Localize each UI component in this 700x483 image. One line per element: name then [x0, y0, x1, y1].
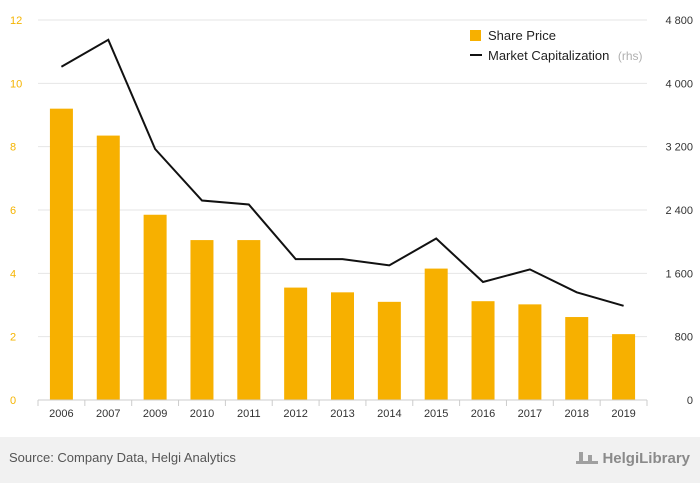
share-price-bar	[190, 240, 214, 400]
share-price-bar	[424, 268, 448, 400]
x-tick-label: 2019	[611, 408, 635, 420]
legend-label-share-price: Share Price	[488, 28, 556, 43]
axes: 0 0 2 800 4 1 600 6 2 400 8 3 200 10 4 000 12 4 800 20…	[10, 15, 693, 420]
y-right-tick-label: 2 400	[665, 205, 693, 217]
y-right-tick-label: 0	[687, 395, 693, 407]
y-left-tick-label: 4	[10, 268, 16, 280]
share-price-bar	[565, 317, 589, 400]
x-tick-label: 2010	[190, 408, 214, 420]
share-price-bar	[331, 292, 354, 400]
chart: 0 0 2 800 4 1 600 6 2 400 8 3 200 10 4 000 12 4 800 20…	[10, 15, 693, 420]
x-tick-label: 2015	[424, 408, 448, 420]
x-tick-label: 2007	[96, 408, 120, 420]
y-left-tick-label: 0	[10, 395, 16, 407]
legend-swatch-share-price	[470, 30, 481, 41]
x-tick-label: 2016	[471, 408, 495, 420]
y-right-tick-label: 4 000	[665, 78, 693, 90]
y-right-tick-label: 800	[675, 332, 693, 344]
x-tick-label: 2017	[518, 408, 542, 420]
y-right-tick-label: 3 200	[665, 142, 693, 154]
x-tick-label: 2009	[143, 408, 167, 420]
y-right-tick-label: 4 800	[665, 15, 693, 27]
y-left-tick-label: 6	[10, 205, 16, 217]
y-left-tick-label: 12	[10, 15, 22, 27]
brand-chart-icon	[576, 449, 599, 464]
legend-market-cap-note: (rhs)	[618, 49, 643, 63]
market-cap-line	[60, 38, 624, 307]
share-price-bar	[612, 334, 636, 400]
x-tick-label: 2014	[377, 408, 401, 420]
x-tick-label: 2013	[330, 408, 354, 420]
legend-label-market-cap: Market Capitalization (rhs)	[488, 47, 643, 64]
x-tick-label: 2018	[564, 408, 588, 420]
brand-name: HelgiLibrary	[602, 450, 690, 467]
legend-market-cap-name: Market Capitalization	[488, 48, 609, 63]
share-price-bar	[237, 240, 261, 400]
y-left-tick-label: 2	[10, 332, 16, 344]
footer: Source: Company Data, Helgi Analytics He…	[0, 437, 700, 483]
share-price-bar	[143, 214, 167, 400]
legend: Share Price Market Capitalization (rhs)	[470, 28, 643, 64]
gridlines	[38, 19, 647, 338]
y-left-tick-label: 8	[10, 142, 16, 154]
share-price-bar	[49, 108, 73, 401]
source-text: Source: Company Data, Helgi Analytics	[9, 450, 236, 465]
y-left-tick-label: 10	[10, 78, 22, 90]
x-tick-label: 2011	[237, 408, 261, 420]
brand-logo: HelgiLibrary	[576, 449, 690, 467]
x-tick-label: 2012	[283, 408, 307, 420]
share-price-bar	[518, 304, 542, 400]
y-right-tick-label: 1 600	[665, 268, 693, 280]
share-price-bar	[96, 135, 120, 401]
share-price-bar	[471, 301, 495, 400]
share-price-bar	[284, 287, 308, 400]
x-tick-label: 2006	[49, 408, 73, 420]
share-price-bar	[377, 301, 401, 400]
share-price-bars	[49, 108, 636, 401]
